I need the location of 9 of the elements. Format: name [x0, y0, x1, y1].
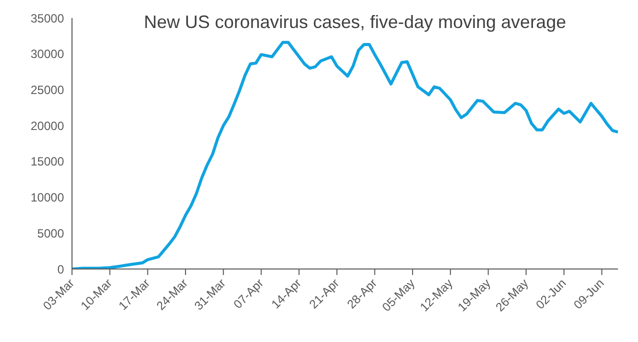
chart-title: New US coronavirus cases, five-day moving average	[142, 12, 568, 33]
y-tick-label: 35000	[30, 11, 64, 26]
y-tick-label: 5000	[37, 226, 64, 240]
y-tick-label: 20000	[30, 118, 64, 133]
y-tick-label: 25000	[30, 82, 64, 97]
y-tick-label: 30000	[30, 47, 64, 62]
y-tick-label: 0	[57, 262, 64, 276]
y-tick-label: 10000	[30, 190, 64, 205]
y-tick-label: 15000	[30, 154, 64, 169]
